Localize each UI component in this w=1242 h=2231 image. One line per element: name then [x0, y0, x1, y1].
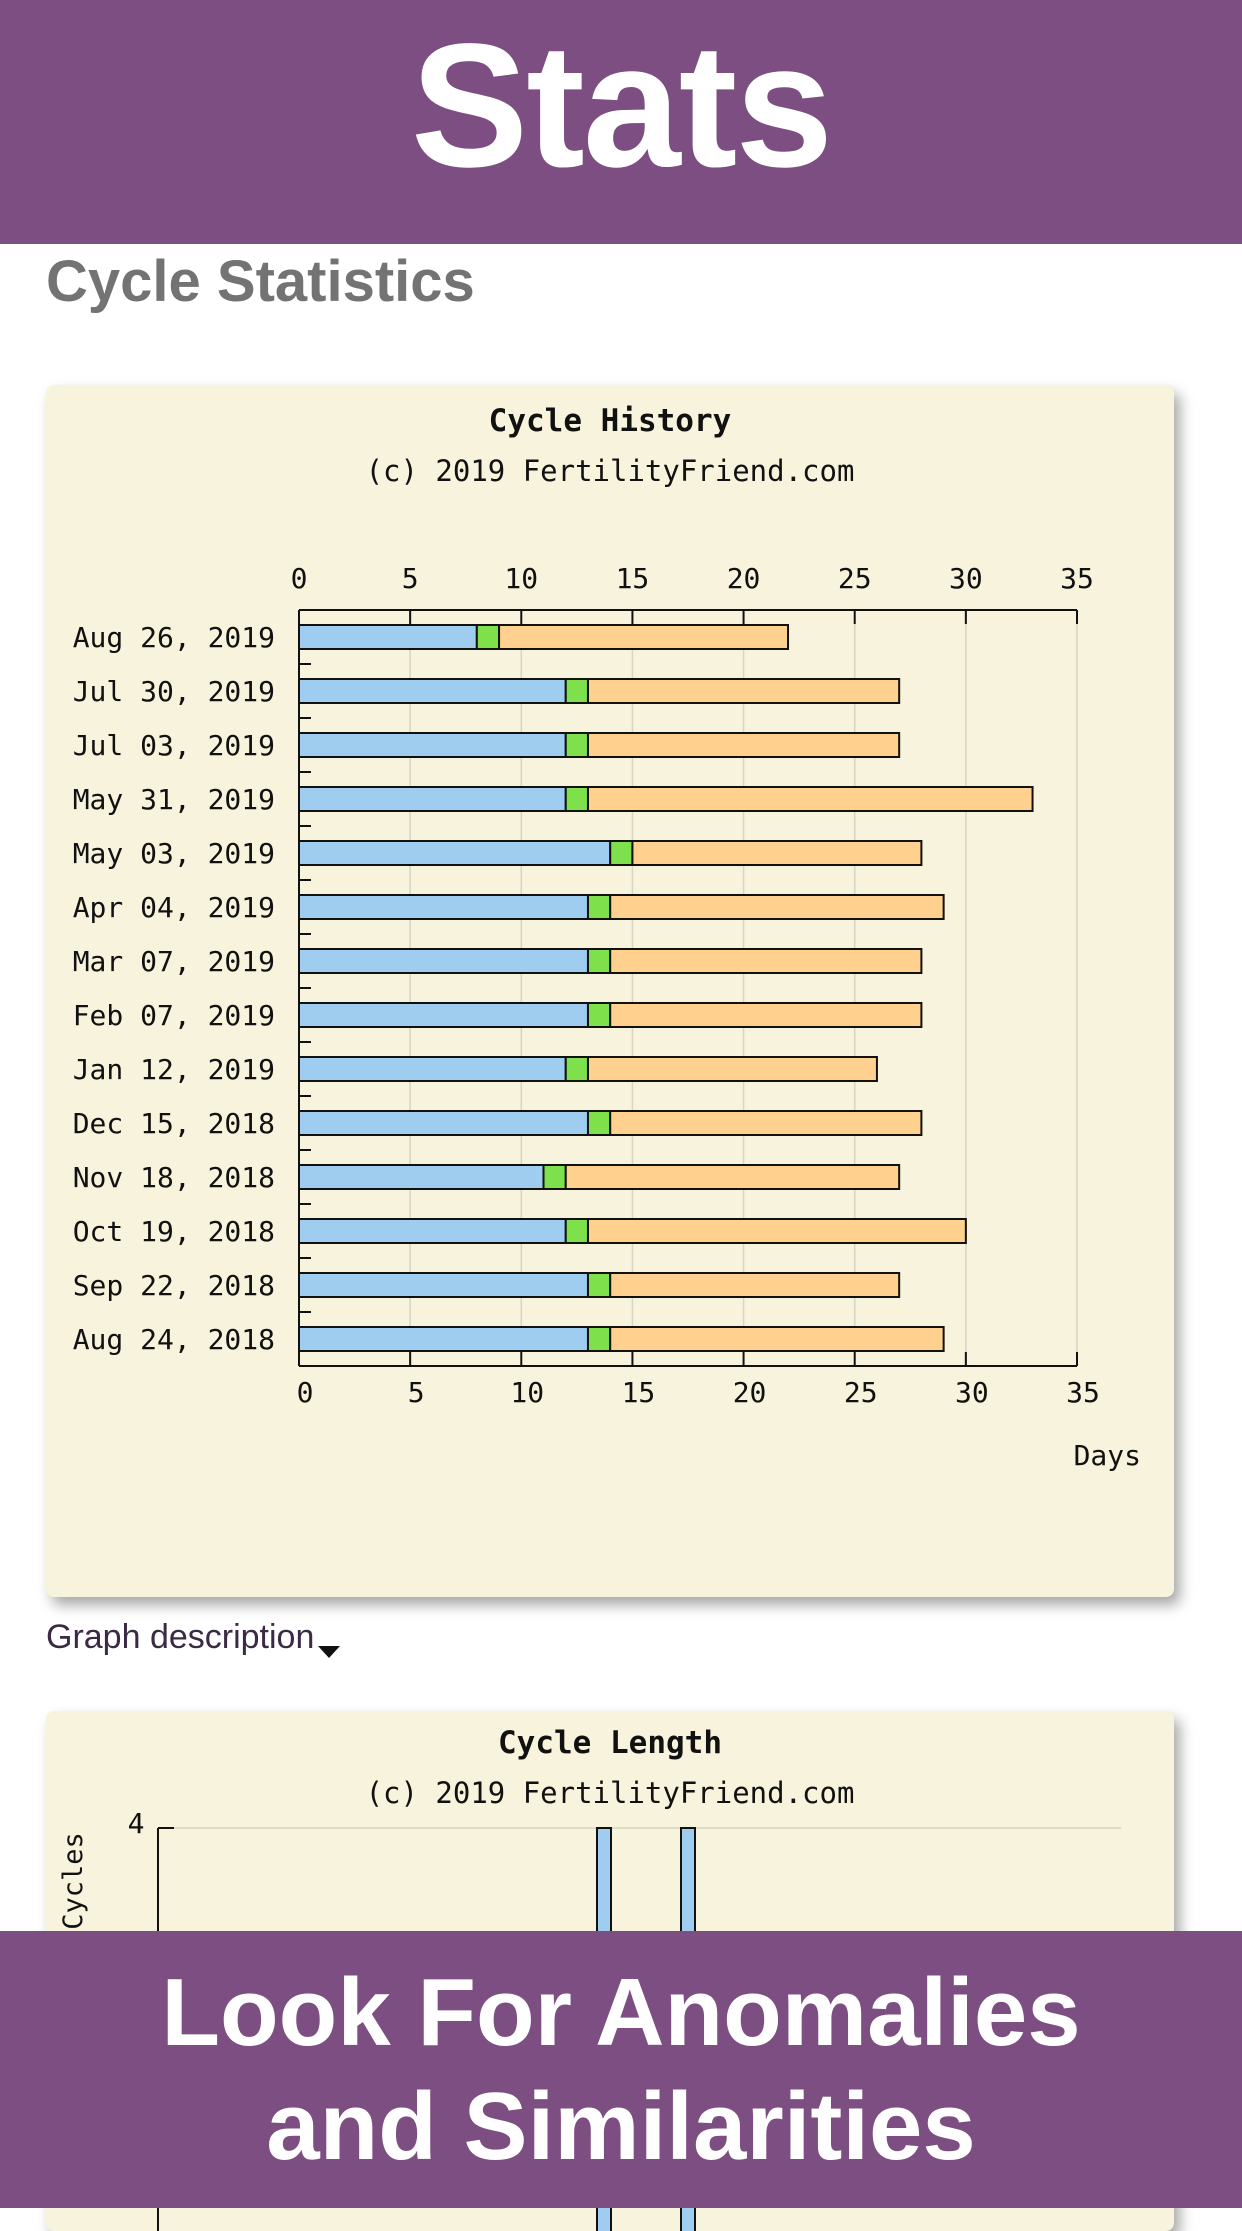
bar-segment: [586, 732, 901, 758]
x-tick-label-top: 5: [402, 562, 419, 595]
chart-title: Cycle History: [489, 403, 732, 439]
y-tick-label: Aug 24, 2018: [73, 1323, 275, 1356]
x-tick-label-bottom: 20: [733, 1376, 767, 1409]
cycle-history-chart-card: Cycle History (c) 2019 FertilityFriend.co…: [46, 385, 1174, 1597]
x-tick-label-bottom: 0: [297, 1376, 314, 1409]
y-tick-label: May 31, 2019: [73, 783, 275, 816]
chart-title: Cycle Length: [498, 1725, 722, 1761]
y-tick-label: Aug 26, 2019: [73, 621, 275, 654]
y-axis-label: Cycles: [58, 1832, 89, 1930]
bar-segment: [298, 624, 478, 650]
bar-segment: [298, 1002, 589, 1028]
caret-down-icon: [318, 1646, 341, 1658]
y-tick-label: Apr 04, 2019: [73, 891, 275, 924]
bottom-banner: Look For Anomalies and Similarities: [0, 1931, 1242, 2208]
y-tick-label: Jul 30, 2019: [73, 675, 275, 708]
bar-segment: [298, 948, 589, 974]
x-tick-label-bottom: 10: [510, 1376, 544, 1409]
x-tick-label-top: 35: [1060, 562, 1094, 595]
top-banner: Stats: [0, 0, 1242, 244]
bar-segment: [298, 786, 567, 812]
x-tick-label-bottom: 15: [622, 1376, 656, 1409]
chart-subtitle: (c) 2019 FertilityFriend.com: [366, 1776, 855, 1810]
bar-segment: [586, 1110, 612, 1136]
bar-segment: [564, 732, 589, 758]
bar-segment: [542, 1164, 567, 1190]
bar-segment: [298, 1272, 589, 1298]
bar-segment: [609, 948, 923, 974]
bar-segment: [498, 624, 790, 650]
cycle-history-chart: Cycle History (c) 2019 FertilityFriend.co…: [73, 403, 1141, 1472]
x-tick-label-top: 30: [949, 562, 983, 595]
bar-segment: [609, 1110, 923, 1136]
bar-segment: [298, 1218, 567, 1244]
bar-segment: [586, 1218, 967, 1244]
bar-segment: [586, 1272, 612, 1298]
bar-segment: [586, 1002, 612, 1028]
bar-segment: [564, 1164, 901, 1190]
bar-segment: [298, 732, 567, 758]
bar-segment: [298, 1164, 545, 1190]
bar-segment: [564, 678, 589, 704]
bar-segment: [609, 840, 634, 866]
bar-segment: [609, 1326, 945, 1352]
banner-line-2: and Similarities: [266, 2072, 976, 2180]
bar-segment: [298, 894, 589, 920]
bar-segment: [586, 948, 612, 974]
y-tick-label: Mar 07, 2019: [73, 945, 275, 978]
y-tick-label: Oct 19, 2018: [73, 1215, 275, 1248]
chart-subtitle: (c) 2019 FertilityFriend.com: [366, 454, 855, 488]
y-tick-label: Jul 03, 2019: [73, 729, 275, 762]
y-tick-label: Nov 18, 2018: [73, 1161, 275, 1194]
banner-line-1: Look For Anomalies: [161, 1958, 1081, 2066]
bar-segment: [586, 894, 612, 920]
bar-segment: [586, 786, 1034, 812]
x-tick-label-top: 20: [727, 562, 761, 595]
y-tick-label: Jan 12, 2019: [73, 1053, 275, 1086]
bar-segment: [609, 894, 945, 920]
y-tick-label: Dec 15, 2018: [73, 1107, 275, 1140]
bar-segment: [298, 678, 567, 704]
bar-segment: [298, 1110, 589, 1136]
y-tick-label: 4: [128, 1807, 145, 1840]
bar-segment: [564, 1056, 589, 1082]
bar-segment: [298, 840, 612, 866]
section-title: Cycle Statistics: [46, 249, 475, 314]
bar-segment: [564, 1218, 589, 1244]
graph-description-label: Graph description: [46, 1618, 315, 1656]
x-tick-label-bottom: 5: [408, 1376, 425, 1409]
x-tick-label-top: 15: [616, 562, 650, 595]
bar-segment: [298, 1056, 567, 1082]
bar-segment: [564, 786, 589, 812]
bar-segment: [475, 624, 501, 650]
x-tick-label-top: 25: [838, 562, 872, 595]
bar-segment: [586, 678, 901, 704]
x-tick-label-top: 0: [291, 562, 308, 595]
y-tick-label: Feb 07, 2019: [73, 999, 275, 1032]
bar-segment: [609, 1002, 923, 1028]
graph-description-toggle[interactable]: Graph description: [46, 1618, 341, 1658]
bar-segment: [298, 1326, 589, 1352]
bar-segment: [631, 840, 923, 866]
x-tick-label-bottom: 30: [955, 1376, 989, 1409]
y-tick-label: May 03, 2019: [73, 837, 275, 870]
x-tick-label-top: 10: [504, 562, 538, 595]
x-tick-label-bottom: 35: [1066, 1376, 1100, 1409]
bar-segment: [586, 1056, 878, 1082]
bar-segment: [586, 1326, 612, 1352]
x-tick-label-bottom: 25: [844, 1376, 878, 1409]
x-axis-label: Days: [1074, 1439, 1141, 1472]
banner-title: Stats: [410, 8, 833, 204]
bar-segment: [609, 1272, 901, 1298]
y-tick-label: Sep 22, 2018: [73, 1269, 275, 1302]
